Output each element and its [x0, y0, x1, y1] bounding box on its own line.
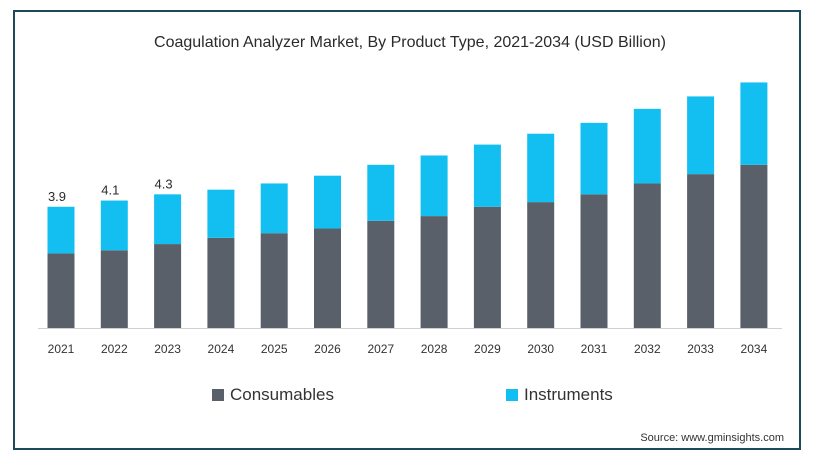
x-tick-label-2022: 2022: [101, 342, 128, 356]
bar-consumables-2024: [207, 237, 235, 328]
data-label-2022: 4.1: [101, 183, 119, 198]
x-tick-label-2027: 2027: [367, 342, 394, 356]
bar-instruments-2028: [420, 155, 448, 217]
legend-swatch-consumables: [212, 389, 224, 401]
x-tick-label-2021: 2021: [48, 342, 75, 356]
bar-instruments-2024: [207, 189, 235, 238]
legend-item-consumables: Consumables: [212, 385, 334, 405]
bar-instruments-2031: [580, 122, 608, 195]
bar-consumables-2034: [740, 164, 768, 328]
bar-instruments-2030: [527, 133, 555, 203]
x-tick-label-2026: 2026: [314, 342, 341, 356]
bar-consumables-2031: [580, 194, 608, 328]
bar-consumables-2022: [100, 250, 128, 328]
data-label-2023: 4.3: [155, 176, 173, 191]
bar-instruments-2023: [154, 194, 182, 245]
bar-consumables-2029: [473, 206, 501, 328]
bar-consumables-2023: [154, 244, 182, 328]
x-tick-label-2030: 2030: [527, 342, 554, 356]
bar-instruments-2034: [740, 82, 768, 165]
bar-instruments-2029: [473, 144, 501, 207]
x-tick-label-2025: 2025: [261, 342, 288, 356]
legend-item-instruments: Instruments: [506, 385, 613, 405]
x-tick-label-2024: 2024: [208, 342, 235, 356]
chart-title: Coagulation Analyzer Market, By Product …: [154, 34, 666, 51]
bar-consumables-2021: [47, 253, 75, 328]
x-tick-label-2029: 2029: [474, 342, 501, 356]
x-tick-label-2023: 2023: [154, 342, 181, 356]
bar-instruments-2026: [314, 175, 341, 229]
x-tick-label-2032: 2032: [634, 342, 661, 356]
bar-instruments-2021: [47, 206, 75, 254]
bar-instruments-2033: [687, 96, 715, 175]
bar-instruments-2025: [260, 183, 288, 234]
bar-consumables-2025: [260, 233, 288, 328]
legend: Consumables Instruments: [0, 385, 820, 409]
legend-label-instruments: Instruments: [524, 385, 613, 404]
bar-consumables-2030: [527, 202, 555, 328]
legend-label-consumables: Consumables: [230, 385, 334, 404]
x-tick-label-2034: 2034: [741, 342, 768, 356]
bar-consumables-2027: [367, 220, 395, 328]
data-label-2021: 3.9: [48, 189, 66, 204]
chart-frame: [13, 10, 801, 450]
bar-consumables-2026: [314, 228, 341, 328]
bar-consumables-2028: [420, 216, 448, 328]
bar-instruments-2022: [100, 200, 128, 251]
bar-consumables-2033: [687, 174, 715, 328]
source-note: Source: www.gminsights.com: [640, 432, 784, 444]
bar-instruments-2027: [367, 164, 395, 221]
x-tick-label-2031: 2031: [581, 342, 608, 356]
legend-swatch-instruments: [506, 389, 518, 401]
bar-consumables-2032: [633, 183, 661, 328]
bar-instruments-2032: [633, 108, 661, 184]
x-tick-label-2033: 2033: [687, 342, 714, 356]
x-tick-label-2028: 2028: [421, 342, 448, 356]
